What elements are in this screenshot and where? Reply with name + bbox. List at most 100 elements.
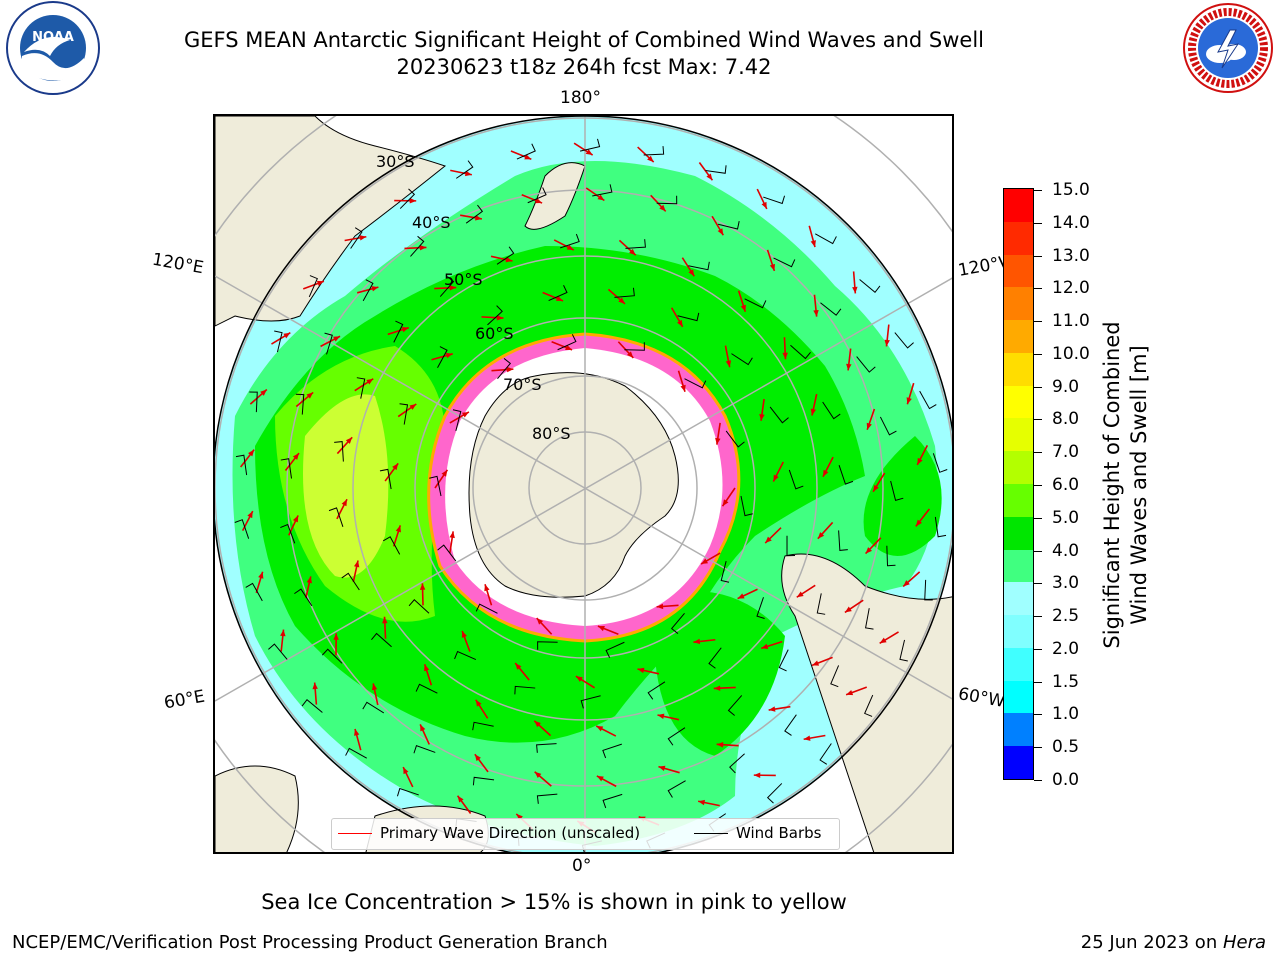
wind-barb [727, 695, 743, 716]
wind-barb [294, 588, 313, 607]
colorbar-band [1004, 221, 1033, 255]
wave-arrow-head [401, 327, 409, 333]
wave-arrow-head [445, 352, 453, 359]
wind-barb [580, 695, 601, 709]
colorbar-tick [1034, 222, 1042, 224]
lon-label-60e: 60°E [162, 686, 207, 714]
wave-arrow-head [424, 664, 430, 672]
wave-arrow-head [626, 351, 634, 358]
wind-barb [822, 401, 841, 420]
wave-arrow-head [813, 309, 819, 317]
wind-barb [924, 579, 933, 601]
colorbar-band [1004, 615, 1033, 648]
colorbar-band [1004, 516, 1033, 550]
wind-barb [894, 332, 914, 349]
wind-barb [413, 744, 436, 754]
wind-barb [268, 643, 288, 660]
map-subtitle: 20230623 t18z 264h fcst Max: 7.42 [396, 55, 772, 79]
wind-barb [602, 793, 623, 809]
nws-logo [1183, 3, 1273, 93]
wind-barb [763, 195, 786, 205]
colorbar-tick [1034, 648, 1042, 650]
wind-barb [472, 776, 495, 786]
wind-barb [249, 391, 258, 413]
colorbar-band [1004, 418, 1033, 452]
polar-map [213, 114, 954, 854]
footer-date: 25 Jun 2023 on Hera [1081, 932, 1266, 953]
wave-arrow-head [333, 633, 339, 640]
lat-label-30s: 30°S [376, 152, 415, 171]
wave-arrow-head [677, 319, 683, 327]
wind-barb [815, 233, 837, 245]
wind-barb [356, 377, 366, 399]
wave-arrow-head [637, 667, 645, 674]
colorbar-title-line1: Significant Height of Combined [1100, 321, 1124, 649]
wave-arrow-head [596, 775, 604, 782]
wind-barb [536, 743, 557, 753]
lon-label-0: 0° [572, 856, 592, 876]
wind-barb [465, 204, 484, 224]
colorbar-tick [1034, 517, 1042, 519]
wave-arrow-head [403, 767, 409, 775]
polar-map-canvas [215, 116, 952, 852]
wave-arrow-head [316, 280, 324, 287]
wind-barb [838, 530, 848, 551]
wind-barb [350, 227, 363, 249]
wind-barb [879, 416, 897, 436]
colorbar-tick-label: 14.0 [1052, 212, 1090, 233]
wave-arrow-head [597, 194, 605, 201]
wind-barb [383, 536, 401, 555]
wave-arrow-head [812, 660, 820, 666]
colorbar-tick [1034, 190, 1042, 191]
wind-barb [643, 146, 665, 156]
wind-barb [778, 649, 789, 672]
colorbar [1003, 188, 1034, 780]
noaa-logo: NOAA [6, 1, 100, 95]
wind-barb [410, 235, 425, 257]
colorbar-band [1004, 713, 1033, 747]
colorbar-tick-label: 11.0 [1052, 311, 1090, 332]
legend-item-wave: Primary Wave Direction (unscaled) [338, 824, 640, 842]
colorbar-band [1004, 549, 1033, 583]
wave-arrow-head [759, 413, 765, 421]
wind-barb [536, 793, 558, 804]
wave-arrow-head [701, 558, 709, 565]
wind-barb [345, 747, 367, 759]
wave-arrow-head [884, 339, 890, 347]
wind-barb [624, 342, 645, 351]
wind-barb [605, 641, 625, 658]
wind-barb [324, 332, 333, 355]
colorbar-tick-label: 5.0 [1052, 507, 1080, 528]
wind-barb [788, 469, 804, 490]
wind-barb [341, 572, 360, 591]
wind-barb [497, 358, 512, 380]
wind-barb [820, 302, 842, 316]
wave-arrow-head [354, 728, 360, 736]
wind-barb [245, 582, 263, 602]
wave-arrow-head [782, 352, 788, 360]
colorbar-band [1004, 188, 1033, 222]
wave-arrow-head [656, 603, 664, 610]
wave-arrow-head [506, 366, 514, 373]
wave-arrow-head [647, 155, 654, 163]
wave-arrow-head [765, 536, 772, 544]
wave-arrow-head [659, 204, 666, 212]
colorbar-band [1004, 451, 1033, 484]
colorbar-tick [1034, 747, 1042, 749]
lon-label-120e: 120°E [150, 249, 206, 279]
wind-barb [537, 641, 558, 650]
wave-arrow-head [461, 411, 469, 418]
wave-arrow-head [773, 474, 779, 482]
colorbar-tick-label: 6.0 [1052, 475, 1080, 495]
wind-barb [864, 694, 874, 717]
wind-barb [773, 257, 796, 268]
lat-label-50s: 50°S [444, 270, 483, 289]
wave-arrow-head [534, 720, 541, 728]
wind-barb [439, 276, 455, 297]
wave-arrow-head [420, 724, 426, 732]
wind-barb [454, 650, 477, 661]
wave-arrow-head [409, 404, 417, 410]
wave-arrow-head [915, 519, 922, 527]
wind-barb [731, 353, 753, 366]
wave-arrow-head [258, 571, 264, 579]
